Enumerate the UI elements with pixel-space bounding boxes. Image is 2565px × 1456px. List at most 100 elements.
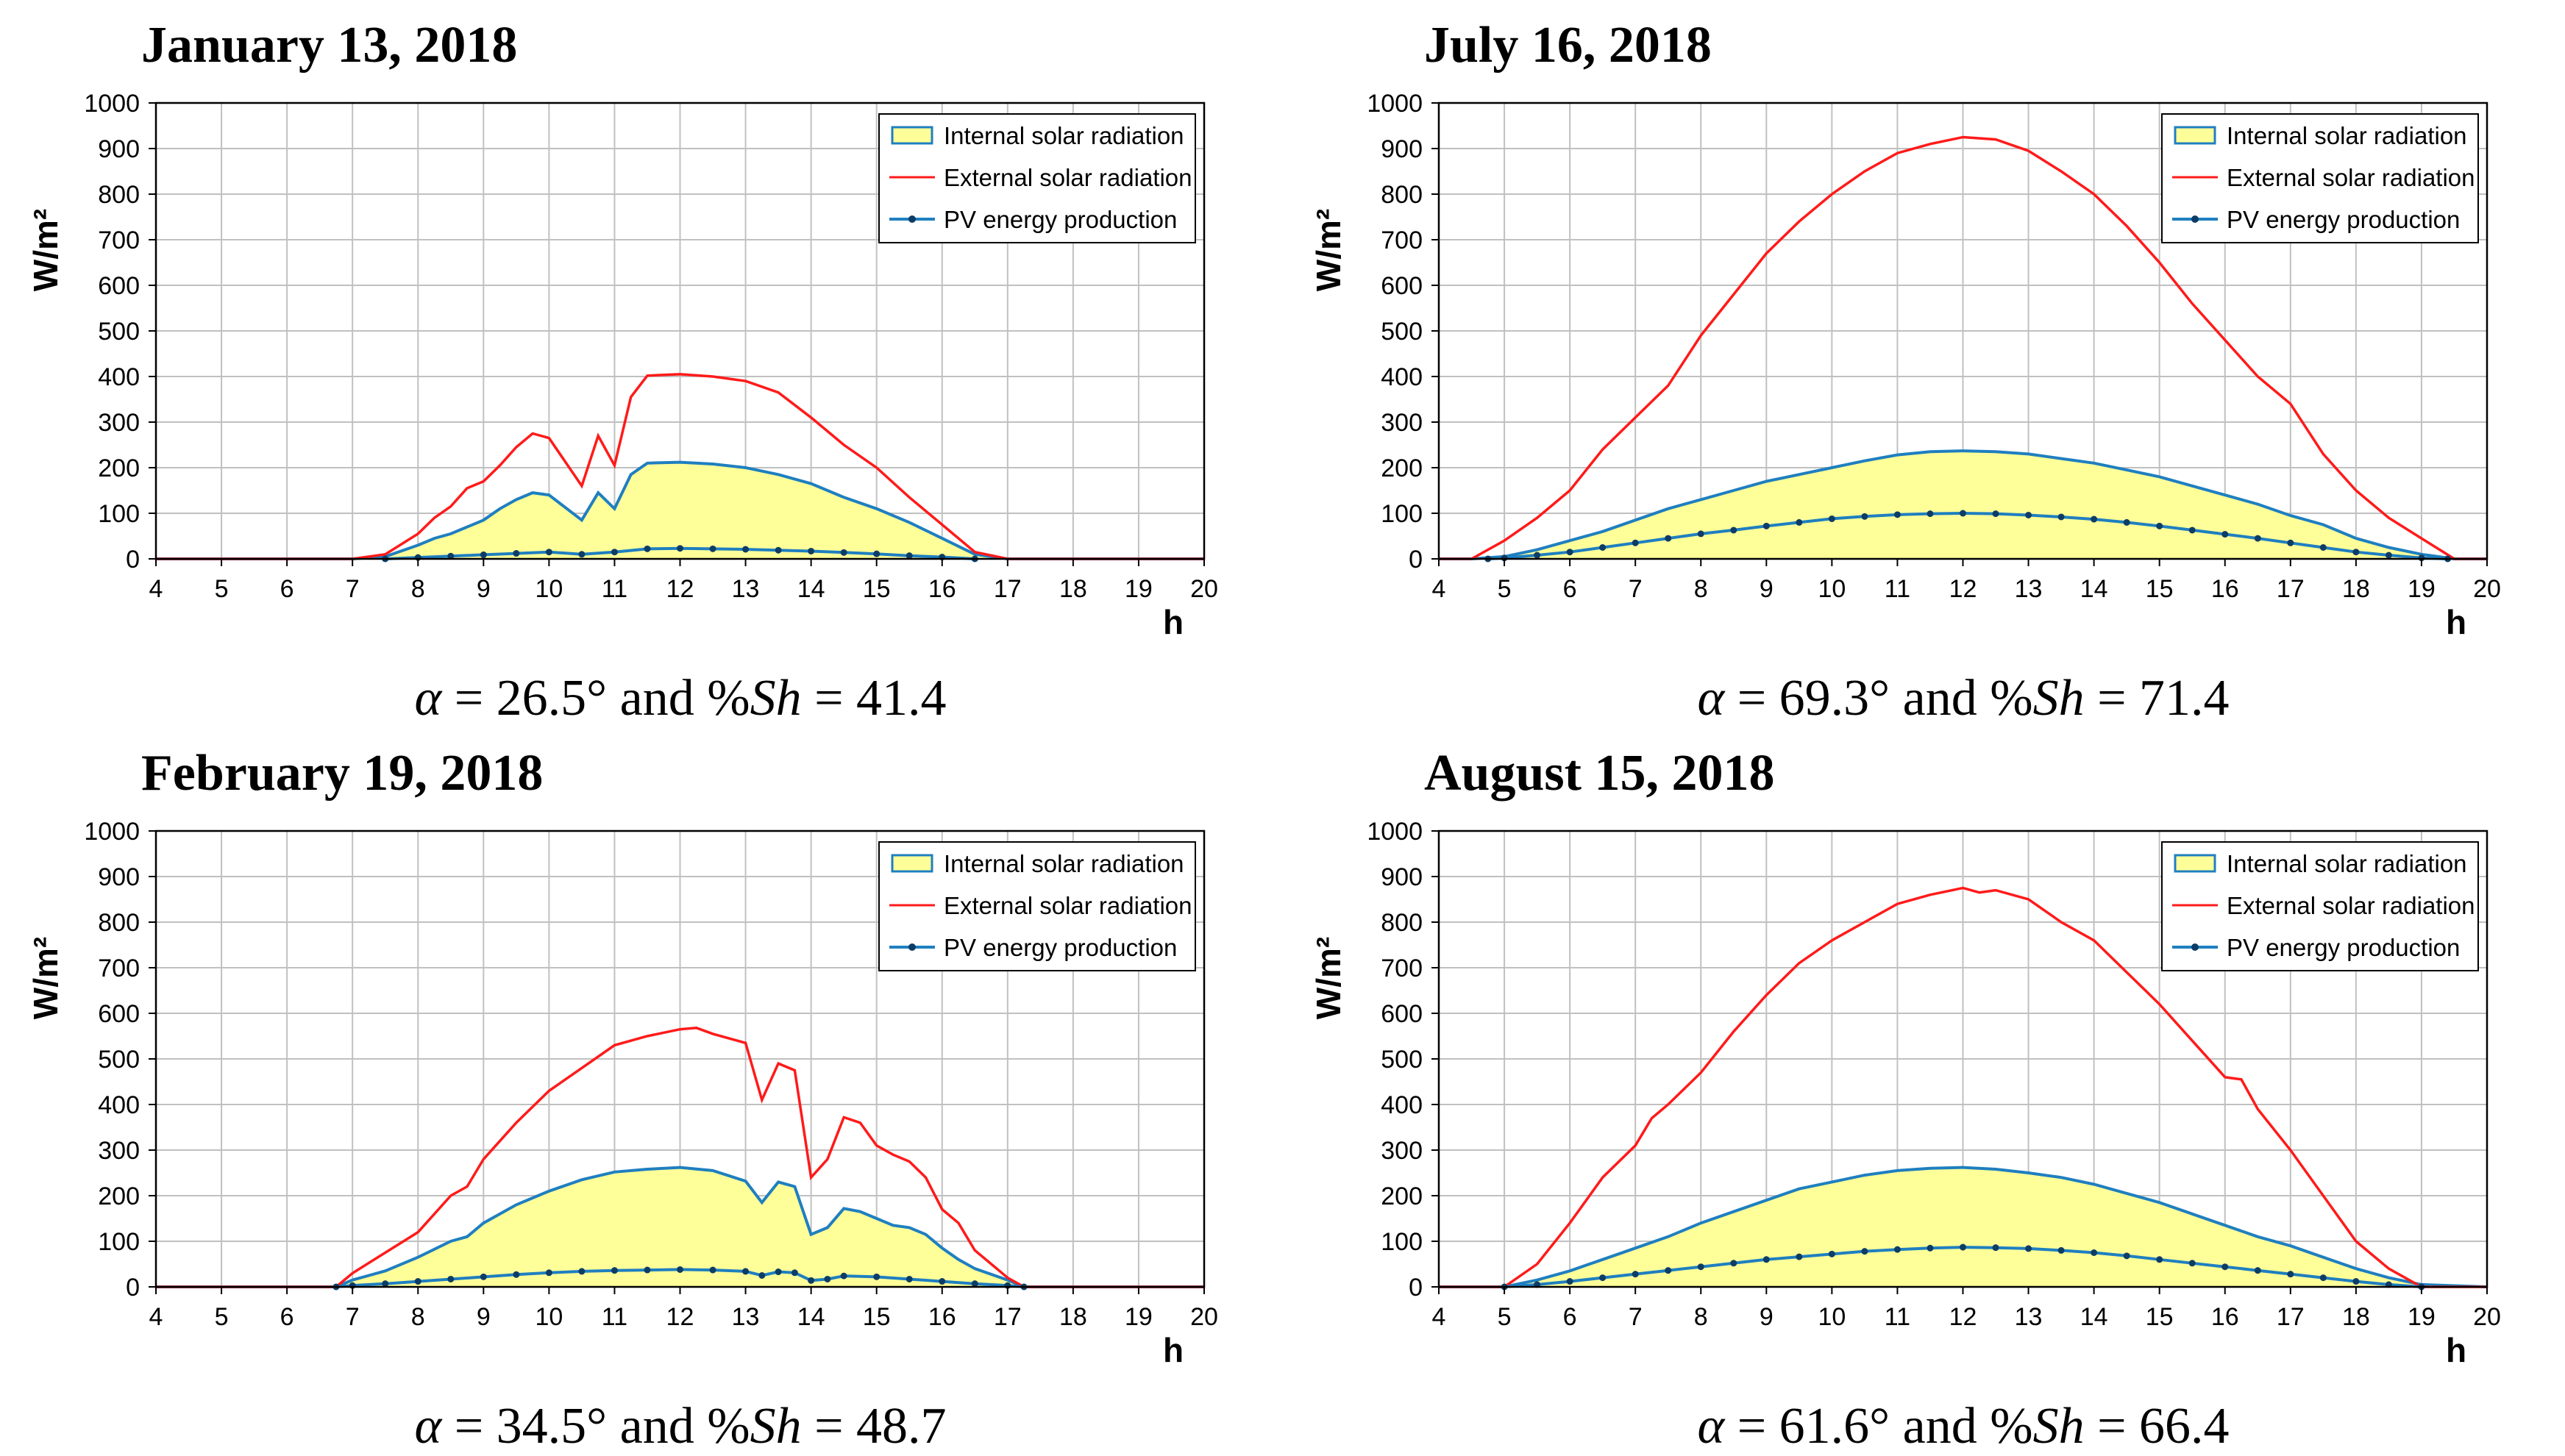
x-tick-label: 16: [928, 575, 956, 603]
pv-marker: [578, 1268, 586, 1275]
pv-marker: [2352, 1278, 2360, 1285]
pv-markers: [1501, 1243, 2425, 1291]
x-tick-label: 19: [2408, 1303, 2436, 1331]
legend: Internal solar radiation External solar r…: [878, 841, 1196, 971]
x-tick-label: 14: [2080, 575, 2108, 603]
pv-marker: [2123, 1252, 2130, 1260]
x-tick-label: 13: [2015, 1303, 2043, 1331]
axis-ticks: 4 5 6 7 8 9 10 11 12 13 14 15 16 17 18 19 20010020030040…: [1367, 90, 2501, 603]
pv-marker: [808, 1277, 815, 1284]
pv-marker: [1992, 510, 1999, 518]
y-tick-label: 0: [126, 546, 140, 574]
legend-label: PV energy production: [2227, 206, 2460, 233]
pv-marker: [775, 1268, 782, 1276]
x-tick-label: 6: [280, 1303, 294, 1331]
x-tick-label: 14: [2080, 1303, 2108, 1331]
y-tick-label: 700: [98, 226, 140, 254]
pv-marker: [1893, 1246, 1901, 1253]
pv-marker: [2385, 552, 2392, 559]
x-tick-label: 16: [928, 1303, 956, 1331]
y-tick-label: 600: [98, 272, 140, 300]
pv-marker: [2352, 549, 2360, 556]
caption-sh-symbol: Sh: [750, 670, 802, 727]
legend-swatch-pv-marker: [2191, 943, 2199, 951]
x-tick-label: 6: [280, 575, 294, 603]
y-axis-label: W/m²: [26, 937, 65, 1019]
pv-marker: [1927, 510, 1934, 518]
pv-marker: [578, 551, 586, 558]
external-radiation-line: [1439, 886, 2487, 1288]
legend-label: External solar radiation: [2227, 164, 2475, 191]
y-tick-label: 500: [98, 1046, 140, 1074]
grid: [156, 103, 1204, 559]
internal-radiation-line: [156, 1166, 1204, 1288]
y-tick-label: 100: [1381, 500, 1423, 528]
pv-marker: [1632, 539, 1639, 546]
pv-marker: [1828, 515, 1835, 522]
x-tick-label: 11: [602, 575, 627, 603]
chart-july-svg: July 16, 2018 4 5 6 7 8 9 10 11 12 13 14 15 16 17 18 19 2…: [1309, 17, 2501, 727]
pv-marker: [1730, 1260, 1737, 1267]
y-tick-label: 1000: [84, 818, 140, 846]
y-tick-label: 800: [98, 909, 140, 937]
y-tick-label: 400: [1381, 1091, 1423, 1119]
pv-marker: [2057, 513, 2065, 521]
pv-marker: [824, 1275, 831, 1282]
legend: Internal solar radiation External solar r…: [2161, 113, 2479, 243]
y-tick-label: 700: [98, 954, 140, 982]
x-tick-label: 5: [1498, 1303, 1512, 1331]
x-axis-label: h: [2446, 603, 2466, 641]
caption-alpha-value: = 61.6° and %: [1724, 1398, 2032, 1455]
x-tick-label: 11: [602, 1303, 627, 1331]
y-tick-label: 900: [1381, 135, 1423, 163]
legend-label: Internal solar radiation: [2227, 850, 2467, 877]
pv-marker: [758, 1272, 766, 1279]
pv-marker: [611, 549, 618, 556]
internal-radiation-line: [156, 460, 1204, 560]
x-tick-label: 5: [1498, 575, 1512, 603]
pv-marker: [2254, 535, 2261, 542]
pv-marker: [1960, 510, 1966, 517]
y-axis-label: W/m²: [1309, 937, 1348, 1019]
pv-marker: [1599, 544, 1607, 551]
caption: α = 34.5° and %Sh = 48.7: [414, 1398, 946, 1455]
pv-marker: [2156, 522, 2163, 529]
chart-february-svg: February 19, 2018 4 5 6 7 8 9 10 11 12 13 14 15 16 17 1…: [26, 745, 1218, 1455]
pv-marker: [1665, 535, 1672, 542]
legend-swatch-internal: [2174, 126, 2216, 145]
pv-marker: [906, 1275, 913, 1282]
x-tick-label: 5: [215, 575, 229, 603]
external-radiation-line: [156, 1027, 1204, 1288]
pv-marker: [545, 1269, 552, 1277]
x-tick-label: 4: [1432, 575, 1446, 603]
y-tick-label: 600: [98, 1000, 140, 1028]
caption-alpha-value: = 34.5° and %: [441, 1398, 750, 1455]
caption-sh-value: = 41.4: [802, 670, 947, 727]
y-tick-label: 200: [98, 454, 140, 482]
pv-marker: [840, 1272, 847, 1280]
x-tick-label: 13: [2015, 575, 2043, 603]
pv-marker: [971, 1280, 978, 1288]
chart-panel-january: January 13, 2018 4 5 6 7 8 9 10 11 12 13 14 15 16 17 18…: [0, 0, 1282, 728]
caption-alpha-value: = 26.5° and %: [441, 670, 750, 727]
pv-marker: [1599, 1274, 1607, 1282]
y-tick-label: 900: [98, 863, 140, 891]
y-tick-label: 0: [1409, 1274, 1423, 1302]
y-tick-label: 300: [98, 409, 140, 437]
x-tick-label: 18: [1059, 1303, 1087, 1331]
chart-panel-july: July 16, 2018 4 5 6 7 8 9 10 11 12 13 14 15 16 17 18 19 2…: [1283, 0, 2565, 728]
caption-alpha-value: = 69.3° and %: [1724, 670, 2032, 727]
pv-marker: [513, 550, 520, 557]
y-tick-label: 300: [1381, 409, 1423, 437]
x-tick-label: 19: [1125, 575, 1153, 603]
external-radiation-line: [1439, 135, 2487, 560]
x-tick-label: 20: [2473, 1303, 2501, 1331]
caption-sh-symbol: Sh: [2033, 1398, 2085, 1455]
caption-sh-symbol: Sh: [2033, 670, 2085, 727]
pv-marker: [1566, 549, 1573, 556]
x-tick-label: 20: [1190, 575, 1218, 603]
y-tick-label: 200: [1381, 454, 1423, 482]
x-tick-label: 6: [1563, 1303, 1577, 1331]
x-tick-label: 12: [1949, 1303, 1977, 1331]
pv-marker: [873, 550, 881, 557]
